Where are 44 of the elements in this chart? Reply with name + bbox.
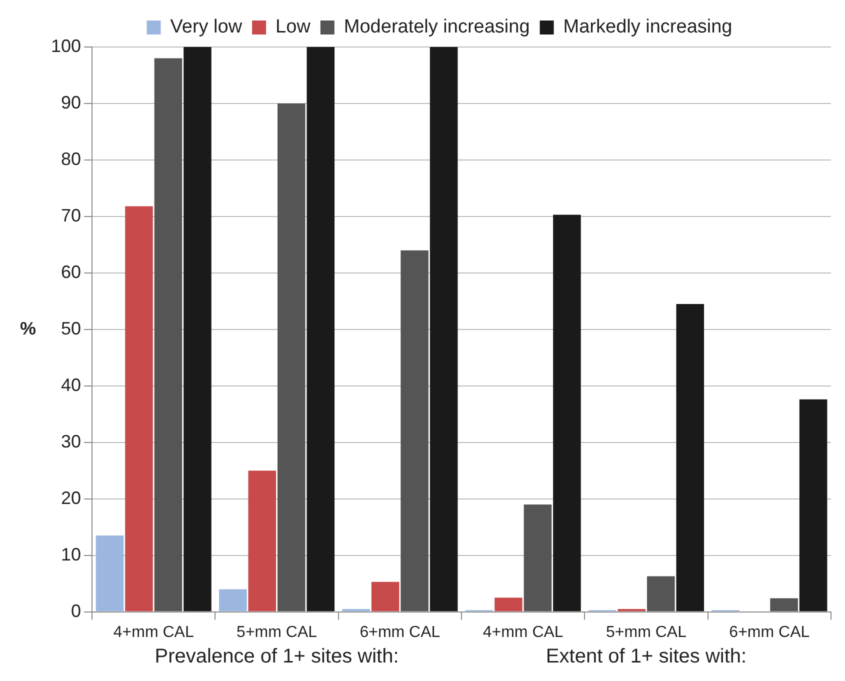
x-tick-label: 5+mm CAL — [236, 624, 318, 641]
bar — [430, 47, 458, 612]
y-tick-label: 30 — [61, 431, 82, 452]
bar — [618, 608, 646, 612]
bar — [306, 47, 335, 612]
y-tick-label: 90 — [61, 92, 82, 112]
y-tick-label: 10 — [61, 544, 82, 564]
bar — [553, 214, 581, 612]
bar — [524, 504, 552, 612]
bar — [400, 250, 428, 612]
bar — [184, 47, 212, 612]
y-axis-title: % — [20, 318, 36, 338]
bar — [676, 304, 704, 612]
bar — [125, 206, 153, 612]
legend-label: Markedly increasing — [563, 16, 732, 38]
legend-label: Very low — [170, 16, 242, 38]
legend-label: Low — [276, 16, 311, 38]
bar — [342, 608, 370, 612]
bar — [770, 598, 798, 612]
y-tick-label: 0 — [71, 600, 82, 621]
y-tick-label: 70 — [61, 205, 82, 226]
y-tick-label: 40 — [61, 374, 82, 395]
y-tick-label: 60 — [61, 262, 82, 282]
bar — [371, 582, 400, 612]
bar — [494, 598, 522, 612]
bar — [219, 589, 247, 612]
text: Prevalence of 1+ sites with: — [154, 646, 399, 668]
y-tick-label: 100 — [50, 36, 82, 56]
y-tick-label: 50 — [61, 318, 82, 338]
y-tick-label: 80 — [61, 148, 82, 169]
bar — [248, 470, 276, 612]
bar — [646, 576, 675, 612]
y-tick-label: 20 — [61, 488, 82, 508]
bar — [799, 399, 828, 612]
legend-label: Moderately increasing — [344, 16, 530, 38]
x-tick-label: 6+mm CAL — [360, 624, 440, 641]
x-tick-label: 6+mm CAL — [729, 624, 810, 641]
bar — [96, 536, 124, 612]
x-tick-label: 4+mm CAL — [482, 624, 564, 641]
x-tick-label: 5+mm CAL — [606, 624, 687, 641]
x-tick-label: 4+mm CAL — [113, 624, 194, 641]
text: Extent of 1+ sites with: — [546, 646, 747, 668]
bar — [154, 58, 182, 612]
bar — [278, 103, 306, 612]
